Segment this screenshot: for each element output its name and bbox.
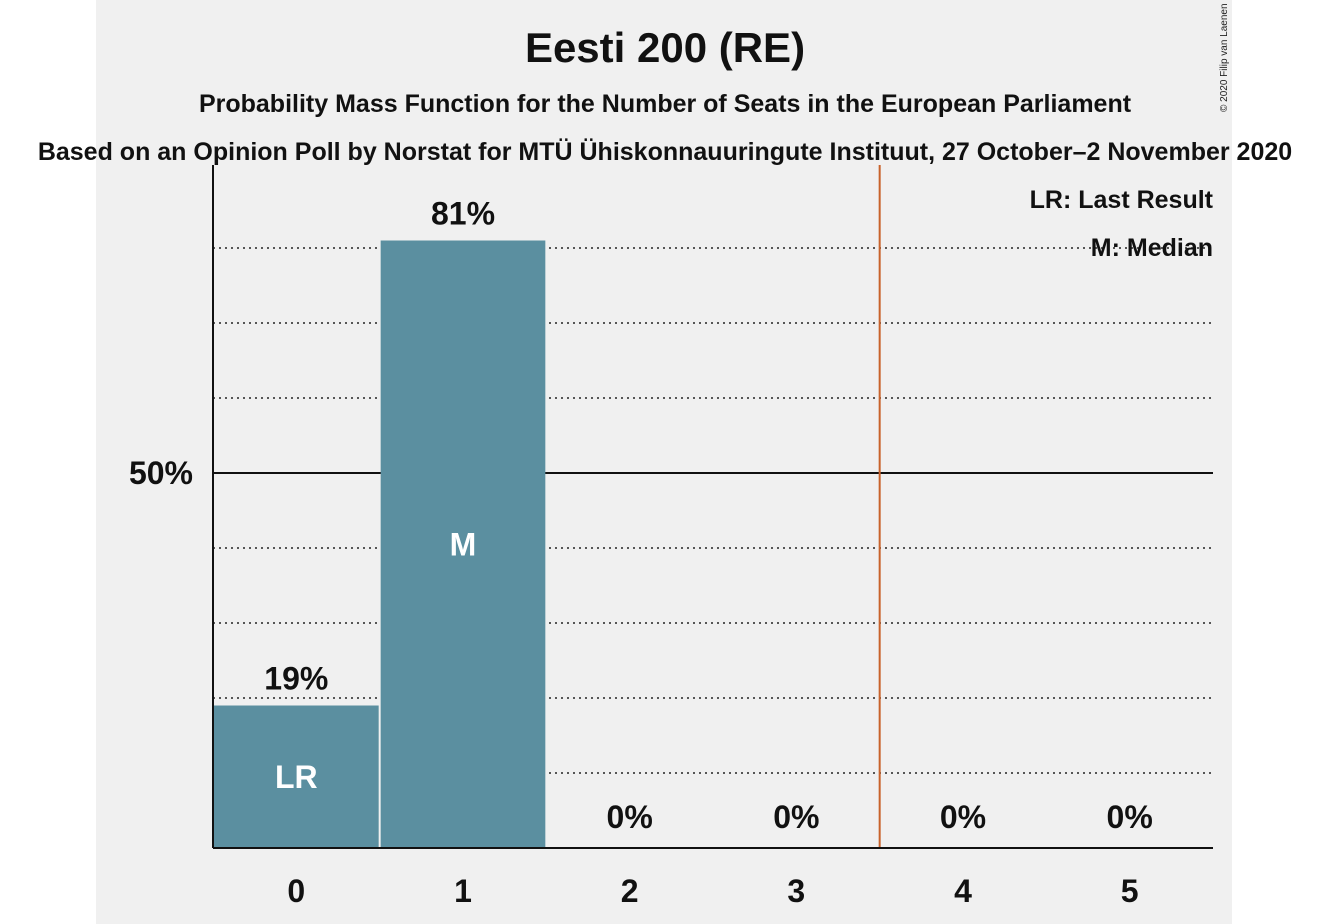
- x-tick-label: 0: [287, 873, 305, 909]
- chart-source: Based on an Opinion Poll by Norstat for …: [37, 138, 1293, 166]
- last-result-mark: LR: [275, 759, 318, 795]
- axes: 50% 0 1 2 3 4 5: [129, 165, 1213, 909]
- x-tick-label: 2: [621, 873, 639, 909]
- bar: [214, 705, 379, 848]
- chart-title: Eesti 200 (RE): [524, 24, 806, 71]
- bar-value-label: 19%: [264, 661, 328, 697]
- chart-subtitle: Probability Mass Function for the Number…: [198, 90, 1132, 118]
- legend-median: M: Median: [1090, 234, 1213, 262]
- median-mark: M: [450, 526, 477, 562]
- bar-value-label: 0%: [1107, 799, 1153, 835]
- bar-value-label: 81%: [431, 196, 495, 232]
- x-tick-label: 1: [454, 873, 472, 909]
- x-tick-label: 5: [1121, 873, 1139, 909]
- bar-value-label: 0%: [940, 799, 986, 835]
- bar-value-label: 0%: [607, 799, 653, 835]
- x-tick-label: 3: [787, 873, 805, 909]
- bar-labels: 19% LR 81% M 0% 0% 0% 0%: [264, 196, 1152, 836]
- y-tick-label: 50%: [129, 455, 193, 491]
- bar: [380, 240, 546, 848]
- gridlines: [213, 247, 1213, 774]
- x-tick-label: 4: [954, 873, 972, 909]
- legend-last-result: LR: Last Result: [1029, 186, 1213, 214]
- bar-value-label: 0%: [773, 799, 819, 835]
- bars: [214, 240, 546, 848]
